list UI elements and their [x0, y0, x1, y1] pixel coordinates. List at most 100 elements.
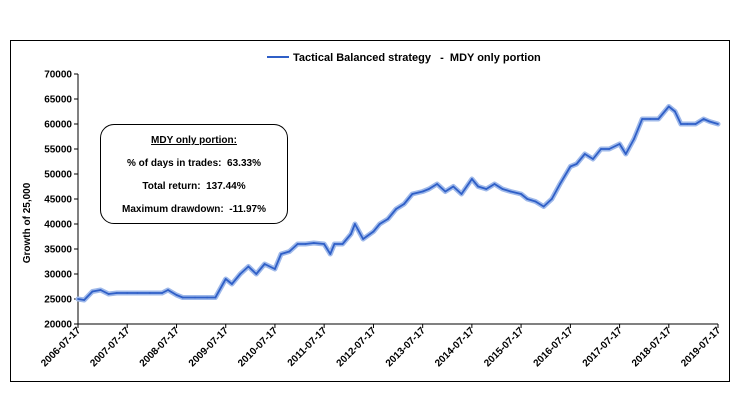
line-chart: Tactical Balanced strategy - MDY only po… [22, 52, 723, 369]
y-tick-label: 25000 [44, 295, 72, 306]
data-point [107, 293, 110, 295]
legend-label: Tactical Balanced strategy - MDY only po… [293, 52, 541, 64]
stats-days-in-trades: % of days in trades: 63.33% [101, 158, 287, 169]
data-point [428, 188, 430, 190]
data-point [501, 188, 504, 190]
data-point [618, 143, 621, 145]
drawdown-value: -11.97% [229, 204, 266, 215]
stats-max-drawdown: Maximum drawdown: -11.97% [101, 204, 287, 215]
x-tick-labels: 2006-07-17 2007-07-17 2008-07-17 2009-07-17… [39, 324, 723, 369]
data-point [341, 243, 344, 245]
data-point [378, 223, 381, 225]
data-point [452, 185, 455, 188]
x-tick-label: 2013-07-17 [384, 325, 428, 369]
data-point [550, 198, 553, 200]
data-point [148, 292, 151, 294]
data-point [633, 138, 635, 140]
data-point [403, 203, 405, 205]
data-point [657, 118, 660, 120]
y-tick-label: 40000 [44, 220, 72, 231]
data-point [509, 190, 512, 193]
data-point [247, 265, 250, 268]
y-tick-label: 70000 [44, 70, 72, 81]
data-point [214, 296, 217, 299]
data-point [608, 148, 611, 150]
y-tick-labels: 20000 25000 30000 35000 40000 45000 50000 55000… [44, 70, 78, 331]
stats-heading: MDY only portion: [151, 135, 237, 146]
data-point [680, 123, 682, 125]
data-point [280, 253, 282, 255]
data-point [126, 292, 129, 294]
data-point [708, 120, 711, 123]
data-point [444, 190, 447, 193]
data-point [717, 123, 719, 125]
data-point [421, 190, 424, 193]
data-point [304, 243, 307, 245]
data-point [395, 208, 397, 210]
data-point [542, 205, 545, 208]
data-point [288, 250, 291, 253]
data-point [569, 165, 572, 168]
legend: Tactical Balanced strategy - MDY only po… [267, 52, 541, 64]
data-point [77, 298, 79, 300]
x-tick-label: 2010-07-17 [236, 325, 280, 369]
data-point [329, 253, 332, 255]
x-tick-label: 2011-07-17 [286, 325, 330, 369]
y-axis-label: Growth of 25,000 [22, 182, 33, 263]
data-point [350, 233, 352, 235]
data-point [600, 148, 602, 150]
data-point [83, 299, 86, 301]
data-point [263, 263, 266, 265]
data-point [694, 123, 697, 125]
data-point [167, 289, 169, 291]
data-point [296, 243, 299, 245]
data-point [667, 105, 670, 108]
data-point [534, 200, 537, 203]
data-point [354, 223, 356, 225]
y-tick-label: 50000 [44, 170, 72, 181]
data-point [372, 230, 375, 233]
data-point [641, 118, 644, 120]
data-point [526, 198, 529, 200]
data-point [194, 296, 196, 299]
data-point [411, 193, 414, 195]
y-tick-label: 30000 [44, 270, 72, 281]
days-value: 63.33% [227, 158, 261, 169]
data-point [520, 193, 522, 195]
stats-total-return: Total return: 137.44% [101, 181, 287, 192]
data-point [274, 268, 276, 270]
data-point [323, 243, 325, 245]
data-point [559, 183, 561, 185]
x-tick-label: 2007-07-17 [88, 325, 132, 369]
data-point [362, 238, 364, 240]
x-tick-label: 2012-07-17 [335, 325, 379, 369]
y-tick-label: 60000 [44, 120, 72, 131]
data-point [231, 283, 233, 285]
data-point [255, 273, 258, 275]
x-tick-label: 2009-07-17 [187, 325, 231, 369]
data-point [239, 273, 242, 275]
x-tick-label: 2014-07-17 [433, 325, 477, 369]
y-tick-label: 20000 [44, 320, 72, 331]
data-point [702, 118, 705, 120]
drawdown-label: Maximum drawdown: [122, 204, 224, 215]
stats-box: MDY only portion: % of days in trades: 6… [100, 124, 288, 224]
data-point [471, 178, 473, 180]
y-tick-label: 35000 [44, 245, 72, 256]
data-point [436, 183, 438, 185]
data-point [575, 163, 578, 165]
y-tick-label: 65000 [44, 95, 72, 106]
days-label: % of days in trades: [127, 158, 222, 169]
return-value: 137.44% [206, 181, 246, 192]
data-point [99, 289, 102, 291]
data-point [460, 193, 463, 195]
data-point [161, 292, 164, 294]
data-point [674, 110, 676, 113]
x-tick-label: 2018-07-17 [630, 325, 674, 369]
data-point [224, 278, 227, 280]
data-point [686, 123, 689, 125]
data-point [333, 243, 336, 245]
data-point [493, 183, 496, 185]
data-point [115, 292, 118, 294]
data-point [181, 296, 184, 299]
